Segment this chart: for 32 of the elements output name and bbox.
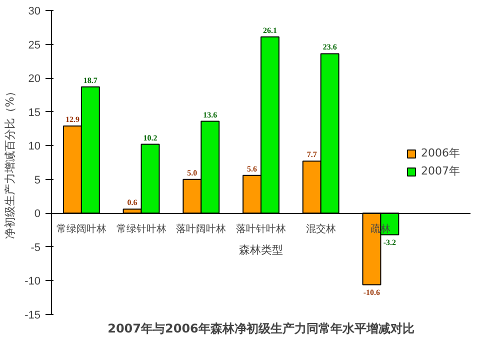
data-label: -10.6 — [363, 288, 380, 297]
data-label: 5.0 — [187, 168, 198, 178]
data-label: 23.6 — [322, 42, 337, 52]
data-label: 10.2 — [143, 133, 158, 142]
y-tick-label: -5 — [30, 242, 40, 254]
x-tick-label: 常绿针叶林 — [116, 223, 166, 236]
data-label: 26.1 — [262, 26, 277, 35]
data-label: 0.6 — [127, 198, 138, 208]
y-tick-label: -10 — [24, 276, 41, 288]
data-label: -3.2 — [383, 238, 396, 247]
data-label: 7.7 — [306, 150, 317, 160]
text: 2007年与2006年森林净初级生产力同常年水平增减对比 — [108, 322, 414, 336]
x-tick-label: 常绿阔叶林 — [56, 223, 106, 236]
x-tick-label: 落叶阔叶林 — [176, 223, 226, 236]
data-label: 5.6 — [247, 164, 258, 174]
x-tick-label: 混交林 — [306, 223, 336, 236]
data-label: 12.9 — [65, 115, 80, 124]
y-tick-label: 30 — [28, 6, 41, 18]
x-axis-title: 森林类型 — [239, 244, 283, 256]
y-axis-title: 净初级生产力增减百分比（%） — [4, 86, 17, 240]
y-tick-label: 15 — [28, 106, 41, 119]
legend-label: 2007年 — [421, 164, 460, 178]
data-label: 13.6 — [203, 110, 218, 120]
y-tick-label: 5 — [34, 174, 41, 186]
y-tick-label: 10 — [28, 140, 41, 153]
y-tick-label: -15 — [24, 310, 41, 322]
legend-label: 2006年 — [421, 146, 460, 160]
y-tick-label: 20 — [28, 73, 41, 86]
data-label: 18.7 — [83, 76, 98, 85]
y-tick-label: 25 — [28, 39, 41, 52]
y-tick-label: 0 — [34, 208, 41, 220]
x-tick-label: 落叶针叶林 — [236, 223, 286, 236]
